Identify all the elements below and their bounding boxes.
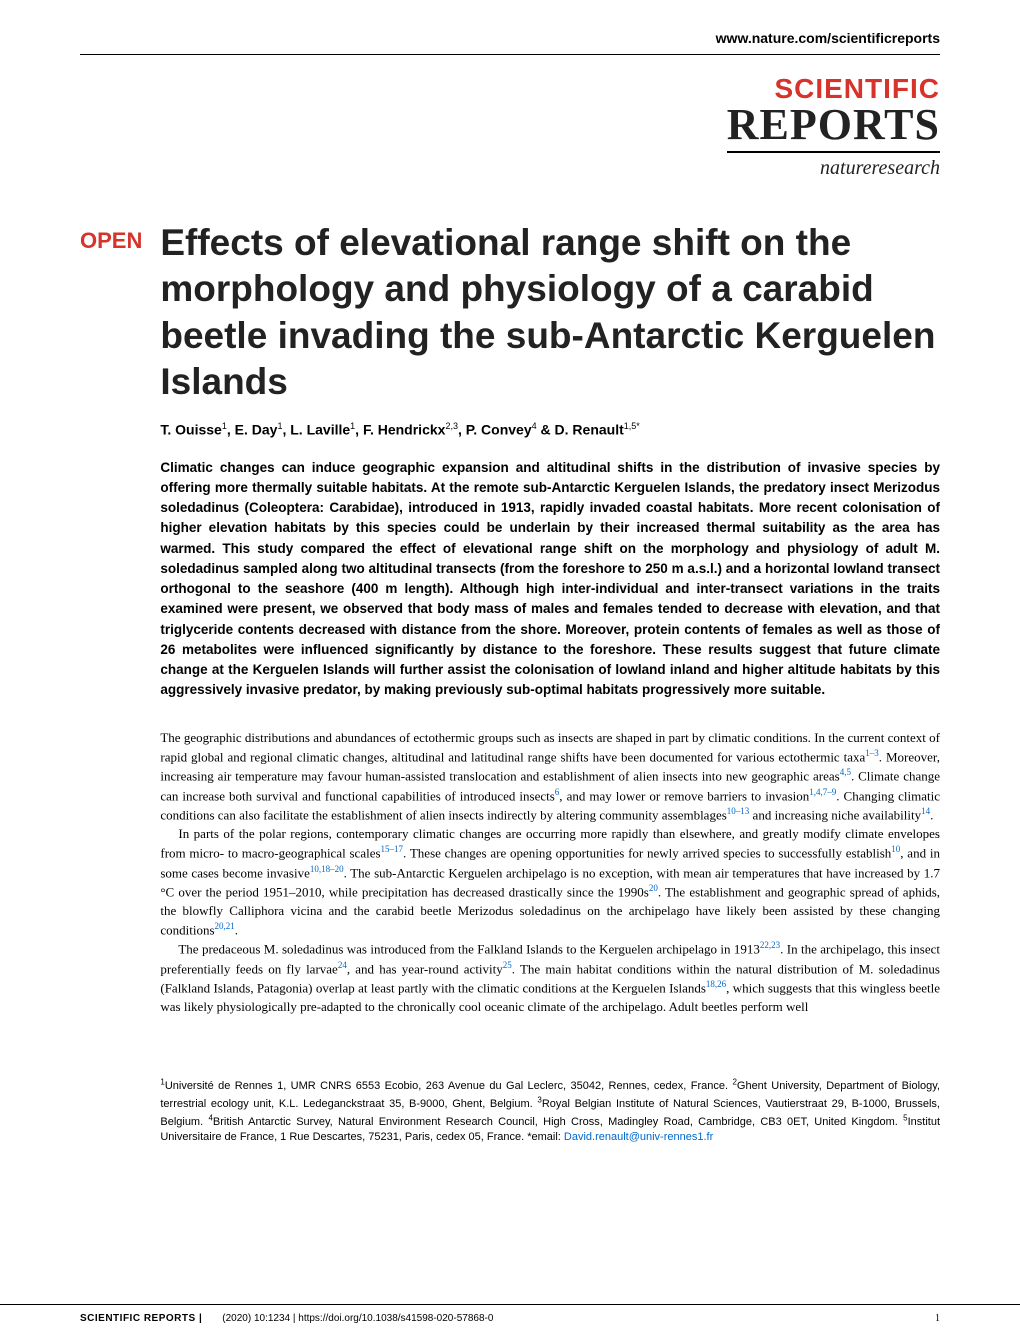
body-paragraph-2: In parts of the polar regions, contempor… [160, 825, 940, 939]
affiliations-text: 1Université de Rennes 1, UMR CNRS 6553 E… [160, 1080, 940, 1143]
footer-journal: SCIENTIFIC REPORTS | [80, 1313, 202, 1324]
article-title: Effects of elevational range shift on th… [160, 220, 940, 405]
body-paragraph-1: The geographic distributions and abundan… [160, 729, 940, 825]
reference-link[interactable]: 1,4,7–9 [809, 787, 836, 797]
reference-link[interactable]: 14 [921, 806, 930, 816]
reference-link[interactable]: 20 [649, 883, 658, 893]
abstract: Climatic changes can induce geographic e… [160, 458, 940, 701]
reference-link[interactable]: 10,18–20 [310, 864, 344, 874]
affiliations: 1Université de Rennes 1, UMR CNRS 6553 E… [160, 1076, 940, 1146]
logo-reports: REPORTS [727, 103, 940, 153]
author-list: T. Ouisse1, E. Day1, L. Laville1, F. Hen… [160, 421, 940, 438]
reference-link[interactable]: 25 [503, 960, 512, 970]
open-access-badge: OPEN [80, 220, 142, 1146]
logo-nature: natureresearch [80, 157, 940, 180]
reference-link[interactable]: 18,26 [706, 979, 726, 989]
body-paragraph-3: The predaceous M. soledadinus was introd… [160, 939, 940, 1016]
reference-link[interactable]: 10–13 [727, 806, 750, 816]
logo-scientific: SCIENTIFIC [80, 75, 940, 103]
reference-link[interactable]: 4,5 [840, 767, 851, 777]
journal-logo: SCIENTIFIC REPORTS natureresearch [80, 75, 940, 180]
body-text: The geographic distributions and abundan… [160, 729, 940, 1016]
reference-link[interactable]: 10 [891, 844, 900, 854]
corresponding-email[interactable]: David.renault@univ-rennes1.fr [564, 1131, 713, 1143]
reference-link[interactable]: 1–3 [865, 748, 879, 758]
journal-url: www.nature.com/scientificreports [80, 30, 940, 46]
reference-link[interactable]: 6 [555, 787, 560, 797]
reference-link[interactable]: 15–17 [381, 844, 404, 854]
footer-citation: (2020) 10:1234 | https://doi.org/10.1038… [222, 1313, 493, 1324]
reference-link[interactable]: 20,21 [215, 921, 235, 931]
reference-link[interactable]: 24 [338, 960, 347, 970]
page-footer: SCIENTIFIC REPORTS | (2020) 10:1234 | ht… [0, 1304, 1020, 1324]
page-number: 1 [935, 1313, 940, 1324]
reference-link[interactable]: 22,23 [760, 940, 780, 950]
header-divider [80, 54, 940, 55]
